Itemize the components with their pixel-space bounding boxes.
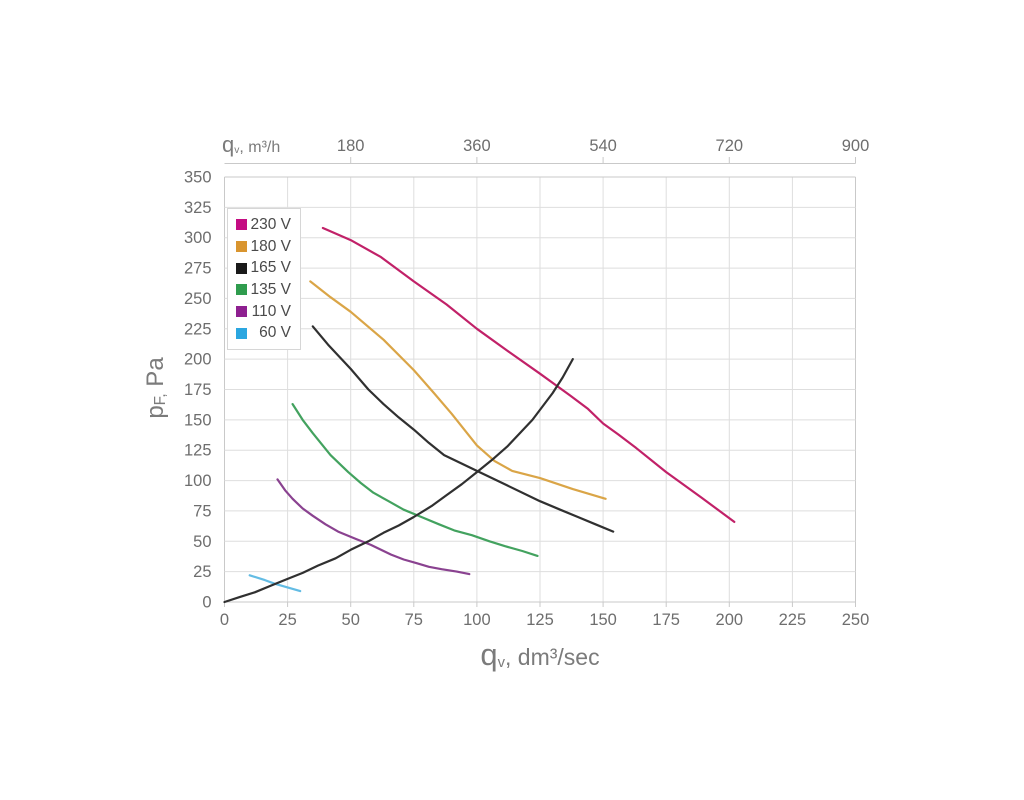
legend-swatch-180v bbox=[236, 240, 247, 252]
top-axis-tick-label: 180 bbox=[337, 137, 365, 155]
curve-110v bbox=[276, 478, 471, 576]
legend: 230 V 180 V 165 V 135 V 110 V 60 V bbox=[227, 208, 301, 350]
legend-item-165v: 165 V bbox=[228, 259, 300, 277]
legend-swatch-110v bbox=[236, 305, 247, 317]
y-axis-tick-label: 250 bbox=[184, 290, 212, 308]
y-axis-tick-label: 100 bbox=[184, 472, 212, 490]
y-axis-tick-label: 350 bbox=[184, 169, 212, 187]
x-axis-tick-label: 175 bbox=[652, 611, 680, 629]
y-axis-tick-label: 325 bbox=[184, 199, 212, 217]
legend-label-180v: 180 V bbox=[250, 237, 291, 255]
legend-item-180v: 180 V bbox=[228, 237, 300, 255]
y-axis-tick-label: 150 bbox=[184, 411, 212, 429]
legend-item-135v: 135 V bbox=[228, 281, 300, 299]
x-axis-tick-label: 250 bbox=[842, 611, 870, 629]
y-axis-tick-label: 275 bbox=[184, 260, 212, 278]
bottom-axis-title-sub: v bbox=[497, 654, 506, 671]
x-axis-tick-label: 0 bbox=[220, 611, 229, 629]
legend-swatch-60v bbox=[236, 327, 247, 339]
curve-165v bbox=[311, 325, 615, 533]
curve-230v bbox=[321, 226, 736, 523]
y-axis-tick-label: 125 bbox=[184, 442, 212, 460]
x-axis-tick-label: 75 bbox=[405, 611, 423, 629]
x-axis-tick-label: 125 bbox=[526, 611, 554, 629]
y-axis-tick-label: 175 bbox=[184, 381, 212, 399]
y-axis-title: pF, Pa bbox=[142, 357, 170, 418]
top-axis-tick-label: 540 bbox=[589, 137, 617, 155]
y-axis-title-sub: F, bbox=[151, 393, 169, 406]
legend-swatch-165v bbox=[236, 262, 247, 274]
curve-system bbox=[223, 358, 574, 604]
top-axis-title: qv, m³/h bbox=[222, 132, 280, 158]
curve-135v bbox=[291, 403, 539, 557]
curve-180v bbox=[309, 280, 607, 500]
x-axis-tick-label: 150 bbox=[589, 611, 617, 629]
y-axis-tick-label: 0 bbox=[202, 594, 211, 612]
legend-item-110v: 110 V bbox=[228, 302, 300, 320]
legend-swatch-135v bbox=[236, 284, 247, 296]
bottom-axis-title-unit: , dm³/sec bbox=[505, 644, 600, 670]
legend-item-230v: 230 V bbox=[228, 216, 300, 234]
x-axis-tick-label: 100 bbox=[463, 611, 491, 629]
y-axis-tick-label: 25 bbox=[193, 563, 211, 581]
x-axis-tick-label: 50 bbox=[342, 611, 360, 629]
legend-label-230v: 230 V bbox=[250, 216, 291, 234]
bottom-axis-title-q: q bbox=[480, 637, 498, 672]
y-axis-tick-label: 75 bbox=[193, 502, 211, 520]
x-axis-tick-label: 25 bbox=[278, 611, 296, 629]
y-axis-tick-label: 300 bbox=[184, 229, 212, 247]
legend-label-60v: 60 V bbox=[259, 324, 291, 342]
y-axis-title-unit: Pa bbox=[142, 357, 169, 394]
top-axis-title-sub: v bbox=[234, 145, 240, 157]
bottom-axis-title: qv, dm³/sec bbox=[480, 637, 599, 673]
y-axis-tick-label: 200 bbox=[184, 351, 212, 369]
top-axis-title-unit: , m³/h bbox=[239, 139, 281, 156]
x-axis-tick-label: 225 bbox=[779, 611, 807, 629]
legend-label-165v: 165 V bbox=[250, 259, 291, 277]
y-axis-title-p: p bbox=[142, 405, 169, 419]
legend-swatch-230v bbox=[236, 219, 247, 231]
legend-label-135v: 135 V bbox=[250, 281, 291, 299]
top-axis-tick-label: 360 bbox=[463, 137, 491, 155]
top-axis-title-q: q bbox=[222, 132, 235, 157]
top-axis-tick-label: 900 bbox=[842, 137, 870, 155]
x-axis-tick-label: 200 bbox=[716, 611, 744, 629]
top-axis-tick-label: 720 bbox=[716, 137, 744, 155]
legend-item-60v: 60 V bbox=[228, 324, 300, 342]
y-axis-tick-label: 50 bbox=[193, 533, 211, 551]
y-axis-tick-label: 225 bbox=[184, 320, 212, 338]
legend-label-110v: 110 V bbox=[251, 302, 291, 320]
